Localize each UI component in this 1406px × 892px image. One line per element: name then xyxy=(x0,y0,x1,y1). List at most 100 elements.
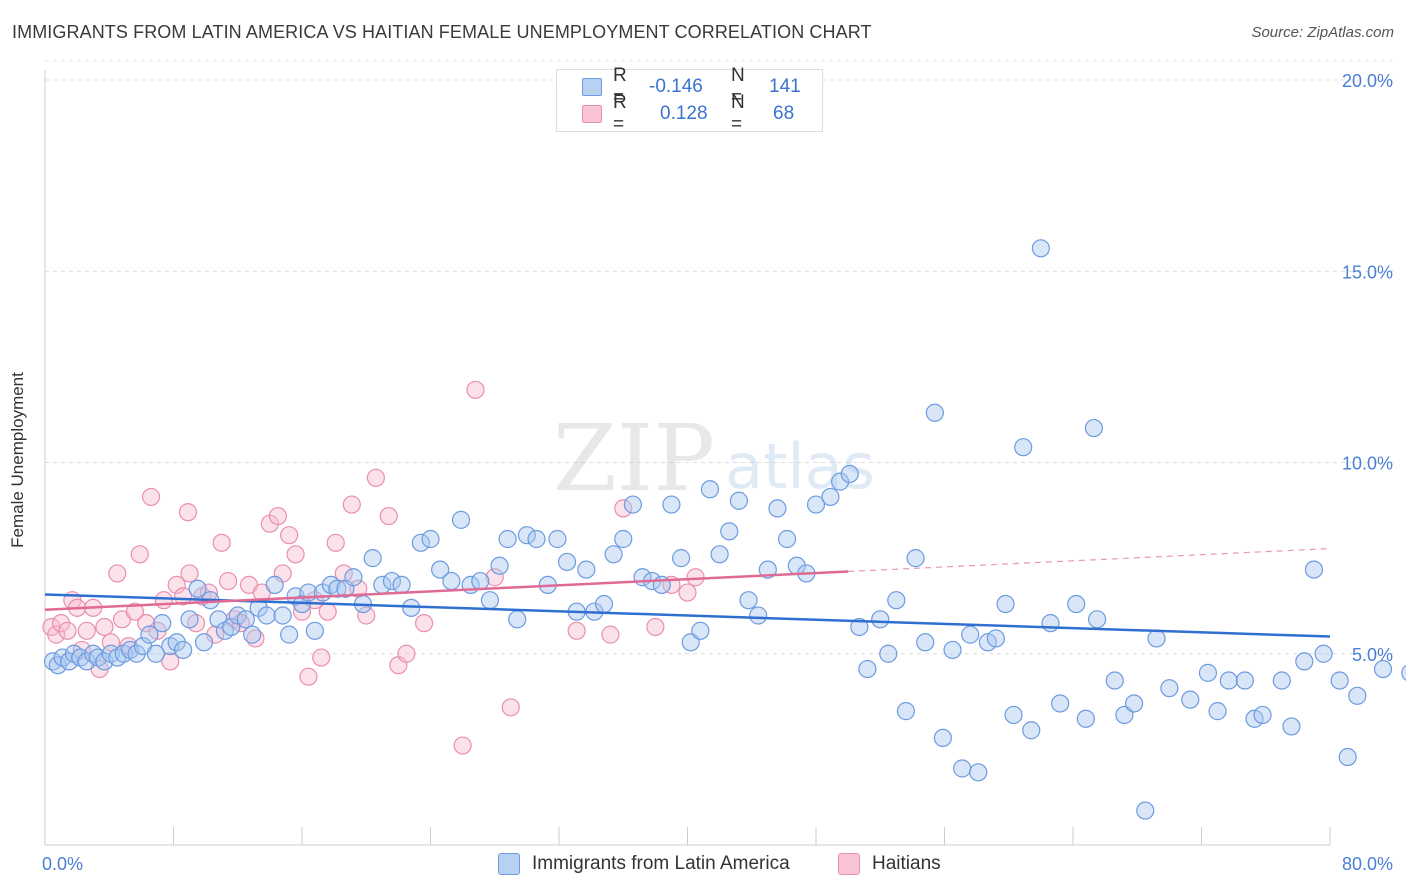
latin-america-point xyxy=(1004,705,1023,725)
watermark: ZIP atlas xyxy=(553,405,875,512)
latin-america-point xyxy=(996,594,1015,614)
haitians-trend-line-extension xyxy=(848,547,1331,573)
latin-america-point xyxy=(1338,747,1357,767)
latin-america-point xyxy=(411,533,430,552)
latin-america-point xyxy=(1031,239,1050,258)
latin-america-point xyxy=(222,617,241,637)
latin-america-point xyxy=(1067,594,1086,614)
latin-america-point xyxy=(858,659,877,679)
haitians-point xyxy=(318,602,337,621)
latin-america-point xyxy=(691,621,710,640)
latin-america-point xyxy=(1348,686,1367,705)
latin-america-point xyxy=(431,560,450,579)
x-tick-label: 0.0% xyxy=(42,854,83,874)
haitians-point xyxy=(212,533,231,552)
latin-america-point xyxy=(1373,659,1393,679)
latin-america-point xyxy=(1253,705,1272,725)
tick-labels: 5.0% 10.0% 15.0% 20.0% 0.0% 80.0% xyxy=(42,71,1393,874)
latin-america-point xyxy=(174,640,193,660)
haitians-point xyxy=(312,648,331,667)
latin-america-point xyxy=(720,522,739,541)
latin-america-point xyxy=(1014,438,1033,457)
latin-america-point xyxy=(1181,690,1200,709)
haitians-point xyxy=(678,583,697,602)
latin-america-point xyxy=(280,625,299,644)
latin-america-point xyxy=(180,610,199,629)
y-tick-label: 15.0% xyxy=(1342,262,1393,282)
legend-label: Immigrants from Latin America xyxy=(532,853,790,874)
latin-america-point xyxy=(671,549,691,568)
stats-box: R = -0.146 N = 141 R = 0.128 N = 68 xyxy=(556,65,823,135)
haitians-point xyxy=(178,503,198,522)
legend-item-haitians[interactable]: Haitians xyxy=(838,852,941,876)
haitians-swatch xyxy=(582,105,602,123)
latin-america-point xyxy=(623,495,642,514)
legend-item-latin-america[interactable]: Immigrants from Latin America xyxy=(498,852,790,876)
latin-america-point xyxy=(153,614,172,633)
latin-america-point xyxy=(1124,694,1144,713)
latin-america-point xyxy=(236,610,255,629)
grid-lines xyxy=(45,60,1395,655)
latin-america-point xyxy=(305,621,324,640)
latin-america-point xyxy=(451,510,471,529)
latin-america-point xyxy=(1041,614,1060,633)
latin-america-point xyxy=(961,625,980,644)
haitians-point xyxy=(326,533,345,552)
latin-america-point xyxy=(1105,671,1124,690)
legend-swatch-blue xyxy=(498,853,520,875)
haitians-point xyxy=(58,621,77,640)
haitians-point xyxy=(167,575,186,595)
r-label: R = xyxy=(613,92,627,135)
latin-america-point xyxy=(243,625,262,644)
latin-america-point xyxy=(188,579,207,598)
latin-america-point xyxy=(1401,664,1406,681)
latin-america-point xyxy=(1160,679,1179,698)
latin-america-point xyxy=(1198,663,1218,682)
latin-america-point xyxy=(830,472,850,491)
latin-america-point xyxy=(594,594,614,614)
latin-america-point xyxy=(1272,671,1291,690)
latin-america-swatch xyxy=(582,78,602,96)
y-tick-label: 5.0% xyxy=(1352,645,1393,665)
latin-america-point xyxy=(140,625,159,644)
chart-title: IMMIGRANTS FROM LATIN AMERICA VS HAITIAN… xyxy=(12,22,872,42)
latin-america-point xyxy=(871,610,890,629)
n-label: N = xyxy=(731,65,745,108)
haitians-point xyxy=(125,602,145,621)
haitians-point xyxy=(95,617,114,637)
latin-america-point xyxy=(548,529,567,549)
r-value: -0.146 xyxy=(649,76,703,97)
latin-america-point xyxy=(821,487,840,507)
source-label: Source: ZipAtlas.com xyxy=(1251,24,1394,41)
trend-lines xyxy=(44,547,1331,638)
haitians-point xyxy=(161,652,180,671)
haitians-point xyxy=(366,468,385,487)
haitians-point xyxy=(501,698,520,717)
haitians-point xyxy=(77,621,96,640)
latin-america-point xyxy=(700,480,720,499)
latin-america-point xyxy=(906,549,925,568)
latin-america-point xyxy=(662,495,681,514)
latin-america-point xyxy=(739,591,758,610)
latin-america-point xyxy=(273,606,292,625)
latin-america-point xyxy=(392,575,411,595)
latin-america-points xyxy=(43,239,1406,820)
latin-america-point xyxy=(1051,694,1070,713)
latin-america-point xyxy=(768,499,787,518)
latin-america-point xyxy=(986,629,1006,648)
latin-america-point xyxy=(363,549,382,568)
n-value: 141 xyxy=(769,76,801,97)
latin-america-point xyxy=(604,545,623,564)
latin-america-point xyxy=(508,610,527,629)
r-value: 0.128 xyxy=(660,103,708,124)
latin-america-point xyxy=(806,495,826,514)
latin-america-point xyxy=(758,560,777,579)
latin-america-point xyxy=(1076,709,1095,728)
latin-america-point xyxy=(879,644,898,663)
haitians-point xyxy=(342,495,361,514)
latin-america-point xyxy=(953,759,972,778)
latin-america-point xyxy=(1087,610,1107,629)
latin-america-trend-line xyxy=(44,593,1331,638)
latin-america-point xyxy=(840,464,859,484)
haitians-point xyxy=(601,625,620,644)
